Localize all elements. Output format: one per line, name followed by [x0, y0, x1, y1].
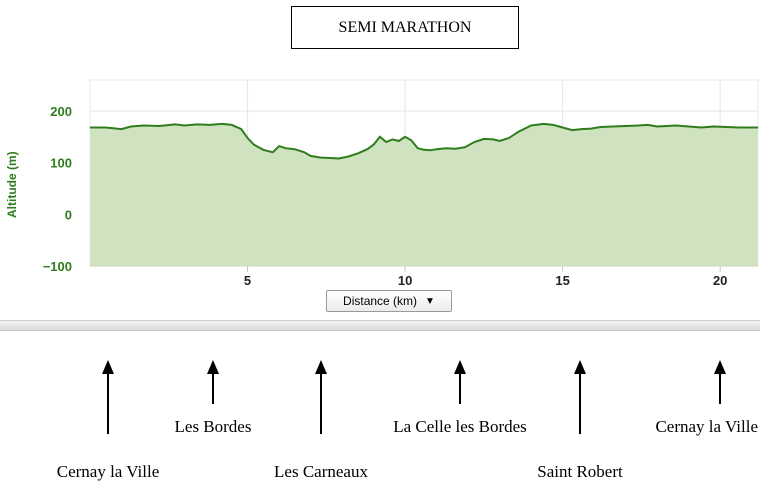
y-axis: −100 0 100 200 [43, 104, 72, 274]
page-title: SEMI MARATHON [291, 6, 519, 49]
up-arrow-icon [454, 360, 466, 404]
y-axis-title: Altitude (m) [5, 151, 19, 218]
up-arrow-icon [207, 360, 219, 404]
elevation-chart: −100 0 100 200 5 10 15 20 Altitude (m) [5, 79, 759, 288]
place-label: La Celle les Bordes [393, 417, 527, 436]
x-tick-label: 15 [555, 273, 569, 288]
place-label: Les Carneaux [274, 462, 368, 481]
up-arrow-icon [714, 360, 726, 404]
y-tick-label: 200 [50, 104, 72, 119]
distance-unit-dropdown[interactable]: Distance (km) ▼ [326, 290, 452, 312]
up-arrow-icon [102, 360, 114, 434]
place-label: Saint Robert [537, 462, 623, 481]
up-arrow-icon [315, 360, 327, 434]
x-tick-label: 20 [713, 273, 727, 288]
chevron-down-icon: ▼ [425, 295, 435, 307]
x-tick-label: 5 [244, 273, 251, 288]
distance-unit-label: Distance (km) [343, 294, 418, 308]
y-tick-label: −100 [43, 259, 72, 274]
up-arrow-icon [574, 360, 586, 434]
y-tick-label: 100 [50, 156, 72, 171]
x-axis: 5 10 15 20 [244, 266, 727, 288]
x-tick-label: 10 [398, 273, 412, 288]
panel-splitter[interactable] [0, 320, 760, 331]
place-label: Les Bordes [174, 417, 252, 436]
elevation-line [90, 122, 758, 160]
place-label: Cernay la Ville [56, 462, 160, 481]
elevation-area-fill [90, 123, 758, 267]
place-label: Cernay la Ville [655, 417, 758, 436]
y-tick-label: 0 [65, 207, 72, 222]
